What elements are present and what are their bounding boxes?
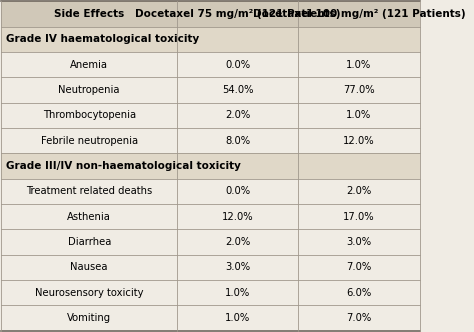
Text: Side Effects: Side Effects — [54, 9, 124, 19]
Text: 77.0%: 77.0% — [343, 85, 375, 95]
Text: 8.0%: 8.0% — [225, 136, 250, 146]
Text: 54.0%: 54.0% — [222, 85, 254, 95]
Bar — [1, 153, 419, 179]
Text: Vomiting: Vomiting — [67, 313, 111, 323]
Bar — [1, 103, 419, 128]
Text: Treatment related deaths: Treatment related deaths — [26, 186, 152, 196]
Text: Thrombocytopenia: Thrombocytopenia — [43, 110, 136, 121]
Bar — [1, 280, 419, 305]
Bar — [1, 1, 177, 27]
Text: Anemia: Anemia — [70, 60, 108, 70]
Text: 3.0%: 3.0% — [225, 262, 250, 272]
Text: 7.0%: 7.0% — [346, 313, 372, 323]
Text: 1.0%: 1.0% — [346, 60, 372, 70]
Text: Docetaxel 100 mg/m² (121 Patients): Docetaxel 100 mg/m² (121 Patients) — [253, 9, 465, 19]
Bar — [1, 204, 419, 229]
Text: 1.0%: 1.0% — [225, 313, 250, 323]
Bar — [177, 1, 298, 27]
Text: 1.0%: 1.0% — [225, 288, 250, 297]
Bar — [1, 128, 419, 153]
Text: 12.0%: 12.0% — [343, 136, 375, 146]
Text: Grade III/IV non-haematological toxicity: Grade III/IV non-haematological toxicity — [6, 161, 240, 171]
Text: Nausea: Nausea — [71, 262, 108, 272]
Bar — [1, 77, 419, 103]
Bar — [1, 305, 419, 331]
Text: 3.0%: 3.0% — [346, 237, 372, 247]
Text: Asthenia: Asthenia — [67, 211, 111, 222]
Text: Neurosensory toxicity: Neurosensory toxicity — [35, 288, 144, 297]
Text: Diarrhea: Diarrhea — [67, 237, 111, 247]
Text: Grade IV haematological toxicity: Grade IV haematological toxicity — [6, 35, 199, 44]
Text: 0.0%: 0.0% — [225, 60, 250, 70]
Text: 2.0%: 2.0% — [346, 186, 372, 196]
Text: 12.0%: 12.0% — [222, 211, 254, 222]
Text: Docetaxel 75 mg/m² (121 Patients): Docetaxel 75 mg/m² (121 Patients) — [135, 9, 340, 19]
Text: Febrile neutropenia: Febrile neutropenia — [41, 136, 138, 146]
Bar — [1, 179, 419, 204]
Text: Neutropenia: Neutropenia — [58, 85, 120, 95]
Text: 17.0%: 17.0% — [343, 211, 375, 222]
Text: 2.0%: 2.0% — [225, 110, 250, 121]
Bar — [1, 229, 419, 255]
Bar — [1, 255, 419, 280]
Bar — [1, 27, 419, 52]
Bar — [298, 1, 419, 27]
Text: 1.0%: 1.0% — [346, 110, 372, 121]
Text: 6.0%: 6.0% — [346, 288, 372, 297]
Text: 2.0%: 2.0% — [225, 237, 250, 247]
Text: 7.0%: 7.0% — [346, 262, 372, 272]
Text: 0.0%: 0.0% — [225, 186, 250, 196]
Bar — [1, 52, 419, 77]
